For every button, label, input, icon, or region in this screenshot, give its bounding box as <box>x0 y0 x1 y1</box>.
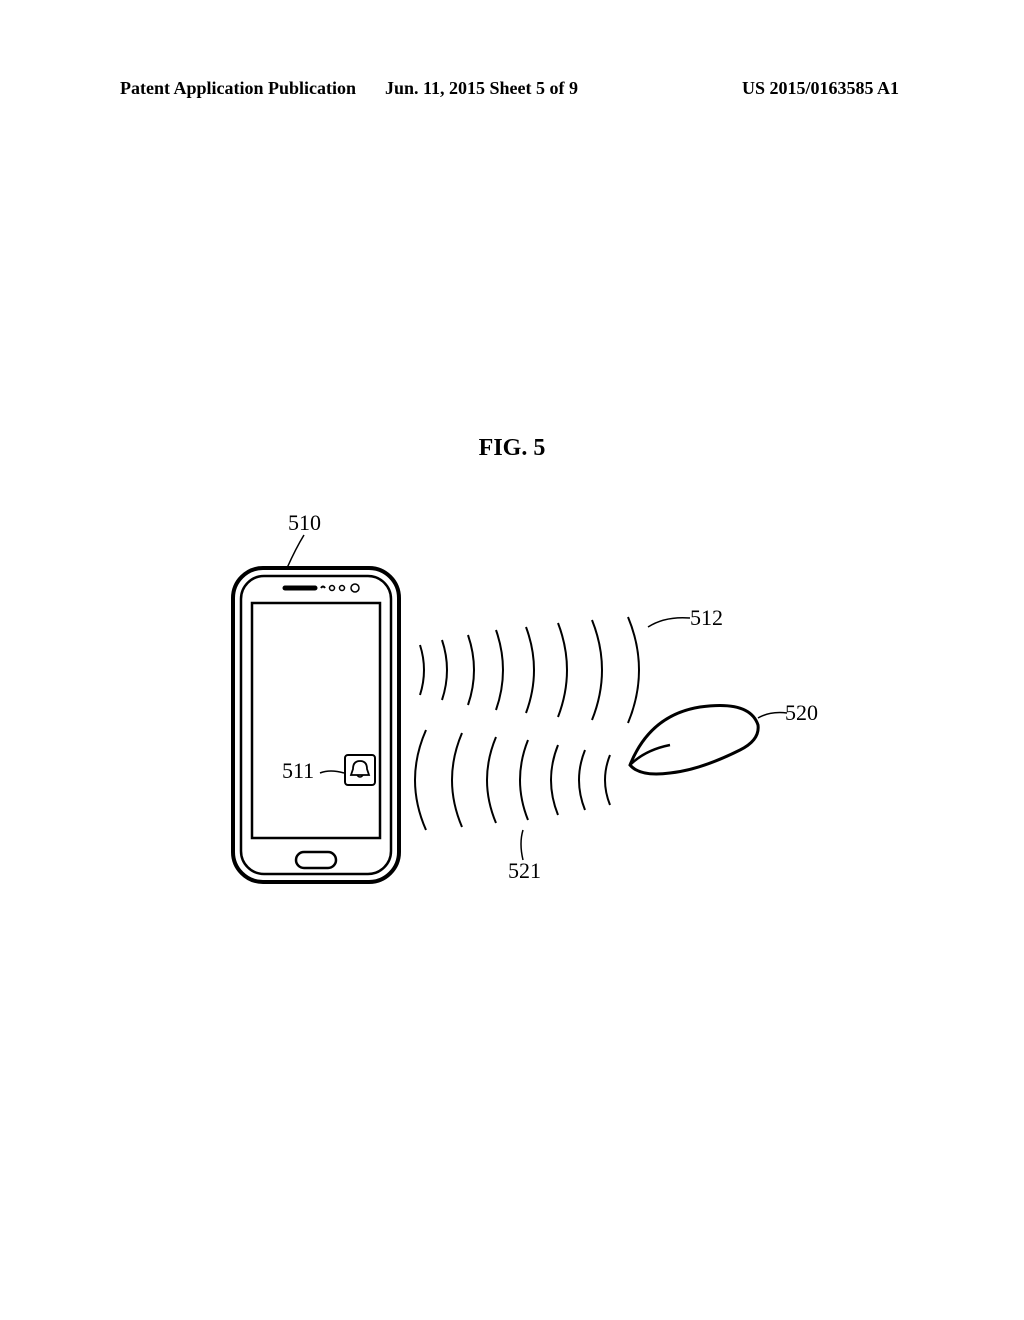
leader-512 <box>645 612 695 630</box>
phone-device <box>230 565 402 885</box>
leader-511 <box>318 767 348 779</box>
leader-521 <box>513 828 533 863</box>
waves-incoming <box>410 725 640 845</box>
figure-title: FIG. 5 <box>0 435 1024 462</box>
ref-511: 511 <box>282 758 314 784</box>
page-header: Patent Application Publication Jun. 11, … <box>0 78 1024 99</box>
header-date-sheet: Jun. 11, 2015 Sheet 5 of 9 <box>385 78 578 99</box>
header-publication: Patent Application Publication <box>120 78 356 99</box>
leader-520 <box>755 708 790 723</box>
figure-diagram: 510 511 <box>220 510 820 910</box>
earpiece-device <box>620 695 770 795</box>
header-patent-number: US 2015/0163585 A1 <box>742 78 899 99</box>
